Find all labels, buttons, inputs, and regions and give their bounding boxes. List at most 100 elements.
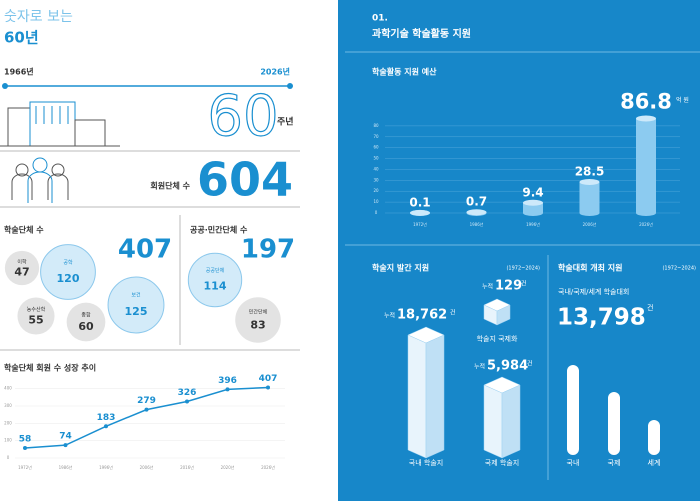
data-label: 407 (259, 374, 278, 384)
academic-label: 학술단체 수 (4, 225, 44, 235)
building-icon (0, 101, 120, 147)
section-number: 01. (372, 14, 388, 24)
bubble-name: 농수산학 (27, 306, 46, 313)
x-tick-label: 2006년 (583, 221, 597, 227)
bubble-value: 120 (57, 272, 80, 285)
x-tick-label: 1996년 (99, 464, 113, 470)
public-label: 공공·민간단체 수 (190, 225, 248, 235)
bar-chart-title: 학술활동 지원 예산 (372, 67, 437, 77)
data-label: 0.1 (409, 195, 430, 209)
bubble-value: 47 (14, 265, 29, 278)
coin-top (636, 115, 656, 122)
point (104, 424, 108, 429)
journal-prefix: 누적 (482, 284, 493, 291)
line-chart-title: 학술단체 회원 수 성장 추이 (4, 363, 96, 373)
conferences-period: (1972~2024) (662, 266, 696, 272)
data-label: 326 (178, 388, 197, 398)
journals-title: 학술지 발간 지원 (372, 263, 429, 273)
bubble-value: 83 (250, 319, 265, 332)
journal-value: 18,762 (397, 308, 447, 323)
academic-total: 407 (118, 235, 172, 265)
y-tick-label: 100 (4, 438, 12, 443)
bubble-name: 종합 (81, 312, 91, 319)
y-tick-label: 40 (373, 166, 379, 171)
bubble-value: 60 (78, 320, 94, 333)
data-label: 58 (19, 434, 32, 444)
coin-top (579, 178, 600, 185)
bubble-name: 보건 (131, 292, 141, 299)
x-tick-label: 1972년 (18, 464, 32, 470)
data-label: 9.4 (522, 185, 543, 199)
timeline-end: 2026년 (260, 67, 290, 77)
bar (579, 181, 600, 213)
subtitle: 숫자로 보는 (4, 9, 73, 25)
journal-name: 학술지 국제화 (477, 334, 518, 343)
data-label: 74 (59, 432, 72, 442)
conference-label: 국제 (608, 459, 621, 467)
anniversary-number: 60 (207, 84, 278, 149)
bubble-name: 공학 (63, 259, 73, 266)
conferences-title: 학술대회 개최 지원 (558, 263, 622, 273)
conferences-subtitle: 국내/국제/세계 학술대회 (558, 287, 629, 296)
journal-value: 129 (495, 279, 522, 294)
bubble-value: 55 (28, 314, 43, 327)
conferences-value: 13,798 (557, 305, 646, 331)
bubble (4, 250, 40, 286)
data-label: 183 (97, 413, 116, 423)
point (23, 445, 27, 450)
journal-cube (407, 298, 521, 459)
journal-prefix: 누적 (384, 313, 395, 320)
bubble (40, 244, 96, 300)
bubble (235, 297, 281, 343)
x-tick-label: 2026년 (261, 464, 275, 470)
data-label: 0.7 (466, 195, 487, 209)
y-tick-label: 0 (375, 210, 378, 215)
x-tick-label: 1996년 (526, 221, 540, 227)
y-tick-label: 10 (373, 199, 379, 204)
x-tick-label: 2016년 (180, 464, 194, 470)
data-label: 396 (218, 376, 237, 386)
y-tick-label: 200 (4, 420, 12, 425)
journals-period: (1972~2024) (506, 266, 540, 272)
journal-prefix: 누적 (474, 364, 485, 371)
bar (523, 202, 543, 213)
public-total: 197 (241, 235, 295, 265)
people-icon (11, 157, 69, 203)
title: 60년 (4, 29, 39, 47)
conference-label: 세계 (648, 458, 661, 467)
y-tick-label: 60 (373, 145, 379, 150)
journal-unit: 건 (527, 360, 533, 368)
bubble (17, 297, 55, 335)
bubble (107, 276, 165, 334)
bar (636, 118, 656, 213)
bubble-name: 이학 (17, 259, 27, 266)
data-label: 86.8 (620, 89, 672, 113)
x-tick-label: 1986년 (470, 221, 484, 227)
timeline-start: 1966년 (4, 67, 34, 77)
point (144, 407, 149, 412)
timeline-dot (2, 83, 8, 89)
section-title: 과학기술 학술활동 지원 (372, 27, 471, 40)
bubble (187, 252, 243, 308)
point (266, 385, 270, 390)
timeline-dot (287, 83, 293, 89)
conferences-unit: 건 (647, 303, 653, 312)
coin-top (410, 209, 430, 216)
journal-unit: 건 (521, 280, 527, 288)
x-tick-label: 2006년 (140, 464, 154, 470)
y-tick-label: 70 (373, 134, 379, 139)
anniversary-unit: 주년 (277, 116, 294, 128)
members-value: 604 (197, 153, 293, 207)
y-tick-label: 50 (373, 156, 379, 161)
journal-value: 5,984 (487, 359, 528, 374)
bubble-name: 공공단체 (206, 267, 225, 274)
point (63, 443, 68, 448)
x-tick-label: 1986년 (59, 464, 73, 470)
y-tick-label: 300 (4, 403, 12, 408)
x-tick-label: 2026년 (639, 221, 653, 227)
y-tick-label: 400 (4, 386, 12, 391)
bubble (66, 302, 106, 342)
journal-name: 국내 학술지 (409, 458, 443, 467)
members-label: 회원단체 수 (150, 181, 190, 191)
